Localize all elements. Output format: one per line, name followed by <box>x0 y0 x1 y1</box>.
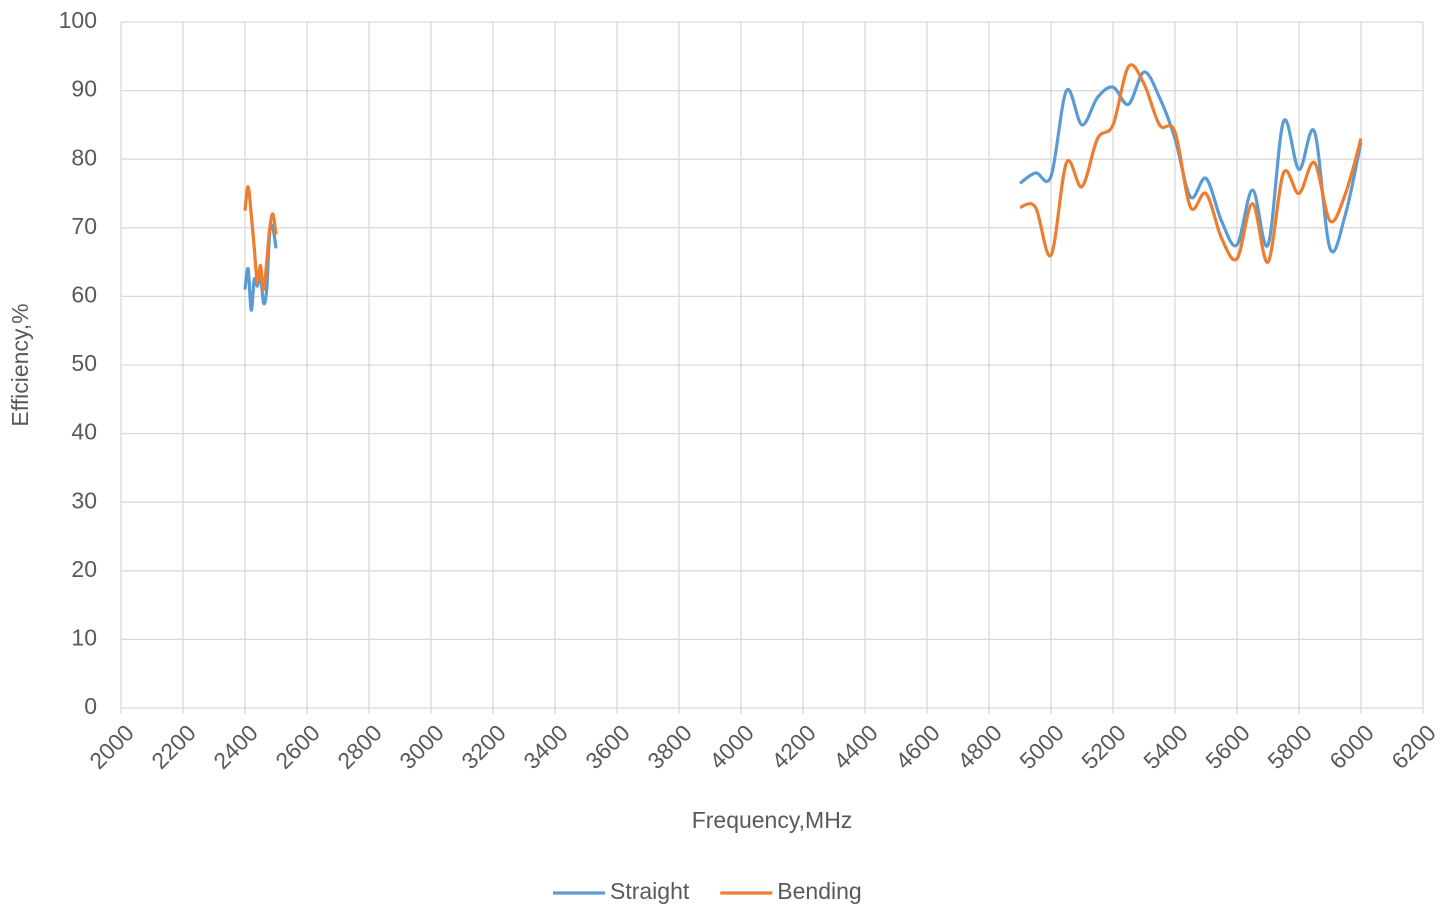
x-tick-label: 2200 <box>146 719 201 774</box>
x-tick-label: 6000 <box>1324 719 1379 774</box>
y-tick-label: 80 <box>71 144 97 170</box>
y-tick-label: 10 <box>71 624 97 650</box>
legend-label: Straight <box>610 878 690 904</box>
x-tick-label: 3400 <box>518 719 573 774</box>
x-tick-label: 4200 <box>766 719 821 774</box>
x-tick-label: 4400 <box>828 719 883 774</box>
y-tick-label: 60 <box>71 281 97 307</box>
x-tick-label: 5600 <box>1200 719 1255 774</box>
x-tick-label: 3600 <box>580 719 635 774</box>
x-tick-label: 2400 <box>208 719 263 774</box>
legend-label: Bending <box>777 878 861 904</box>
x-tick-label: 5400 <box>1138 719 1193 774</box>
y-tick-label: 40 <box>71 419 97 445</box>
x-tick-label: 4600 <box>890 719 945 774</box>
x-tick-label: 4000 <box>704 719 759 774</box>
x-tick-label: 5000 <box>1014 719 1069 774</box>
y-tick-label: 0 <box>84 693 97 719</box>
y-tick-label: 90 <box>71 76 97 102</box>
x-tick-label: 3800 <box>642 719 697 774</box>
x-tick-label: 3200 <box>456 719 511 774</box>
x-tick-label: 2800 <box>332 719 387 774</box>
x-tick-label: 2000 <box>84 719 139 774</box>
x-tick-label: 5200 <box>1076 719 1131 774</box>
y-tick-label: 30 <box>71 487 97 513</box>
x-tick-label: 2600 <box>270 719 325 774</box>
x-axis-label: Frequency,MHz <box>692 807 853 833</box>
y-tick-label: 100 <box>59 7 97 33</box>
y-tick-label: 70 <box>71 213 97 239</box>
y-axis-label: Efficiency,% <box>7 303 33 426</box>
series-line <box>243 63 1363 292</box>
x-tick-label: 4800 <box>952 719 1007 774</box>
x-tick-label: 6200 <box>1386 719 1441 774</box>
y-tick-label: 50 <box>71 350 97 376</box>
y-tick-label: 20 <box>71 556 97 582</box>
x-tick-label: 5800 <box>1262 719 1317 774</box>
x-tick-label: 3000 <box>394 719 449 774</box>
